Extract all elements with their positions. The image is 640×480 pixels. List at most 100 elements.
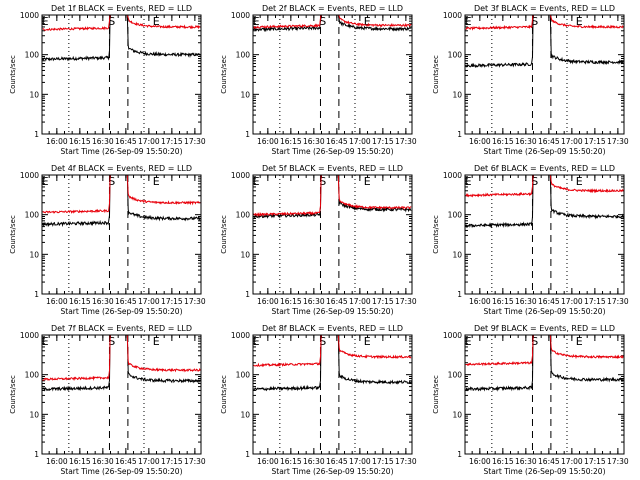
panel-title: Det 2f BLACK = Events, RED = LLD	[262, 4, 403, 13]
lld-series-line	[465, 14, 534, 31]
events-series-line	[549, 174, 624, 220]
interval-marker: E	[364, 175, 371, 188]
detector-panel: Det 1f BLACK = Events, RED = LLD Counts/s…	[9, 4, 206, 156]
y-tick-label: 10	[29, 90, 39, 99]
y-tick-label: 10	[240, 250, 250, 259]
panel-title: Det 9f BLACK = Events, RED = LLD	[474, 324, 615, 333]
detector-panel: Det 8f BLACK = Events, RED = LLD Counts/s…	[220, 324, 417, 476]
lld-series-line	[42, 14, 111, 32]
x-tick-label: 16:15	[280, 457, 302, 466]
plot-frame	[464, 174, 625, 295]
y-tick-label: 100	[236, 51, 251, 60]
y-tick-label: 1	[245, 130, 250, 139]
interval-marker: S	[319, 15, 326, 28]
events-series-line	[337, 14, 412, 32]
x-tick-label: 17:15	[161, 137, 183, 146]
x-tick-label: 16:45	[326, 297, 348, 306]
x-tick-label: 17:15	[161, 297, 183, 306]
y-tick-label: 10	[29, 250, 39, 259]
plot-frame	[41, 174, 202, 295]
panel-title: Det 6f BLACK = Events, RED = LLD	[474, 164, 615, 173]
y-tick-label: 100	[236, 211, 251, 220]
events-series-line	[549, 334, 624, 383]
lld-series-line	[549, 334, 624, 360]
x-tick-label: 17:00	[138, 297, 160, 306]
panel-title: Det 4f BLACK = Events, RED = LLD	[51, 164, 192, 173]
events-series-line	[465, 334, 534, 392]
y-tick-label: 1	[457, 450, 462, 459]
x-axis-label: Start Time (26-Sep-09 15:50:20)	[61, 307, 183, 316]
lld-series-line	[465, 174, 534, 198]
x-tick-label: 17:15	[372, 297, 394, 306]
events-series-line	[42, 174, 111, 228]
events-series-line	[337, 174, 412, 213]
plot-frame	[252, 334, 413, 455]
interval-marker: E	[465, 175, 472, 188]
x-axis-label: Start Time (26-Sep-09 15:50:20)	[484, 467, 606, 476]
events-series-line	[549, 14, 624, 66]
interval-marker: E	[576, 15, 583, 28]
x-tick-label: 16:45	[538, 457, 560, 466]
events-series-line	[126, 174, 201, 222]
lld-series-line	[465, 334, 534, 367]
x-tick-label: 16:00	[257, 297, 279, 306]
x-tick-label: 16:30	[515, 457, 537, 466]
panel-title: Det 3f BLACK = Events, RED = LLD	[474, 4, 615, 13]
detector-panel: Det 9f BLACK = Events, RED = LLD Counts/s…	[432, 324, 629, 476]
lld-series-line	[337, 174, 412, 211]
y-tick-label: 1000	[231, 331, 250, 340]
y-tick-label: 1000	[443, 331, 462, 340]
events-series-line	[42, 14, 111, 62]
y-tick-label: 1000	[443, 171, 462, 180]
plot-frame	[41, 334, 202, 455]
detector-panel: Det 6f BLACK = Events, RED = LLD Counts/s…	[432, 164, 629, 316]
y-axis-label: Counts/sec	[9, 55, 17, 94]
y-tick-label: 100	[236, 371, 251, 380]
x-tick-label: 16:45	[326, 457, 348, 466]
x-tick-label: 16:45	[115, 457, 137, 466]
y-axis-label: Counts/sec	[9, 375, 17, 414]
y-tick-label: 1	[34, 290, 39, 299]
interval-marker: E	[364, 15, 371, 28]
y-tick-label: 10	[240, 90, 250, 99]
x-tick-label: 16:30	[92, 457, 114, 466]
x-tick-label: 17:00	[349, 457, 371, 466]
interval-marker: S	[319, 335, 326, 348]
x-tick-label: 17:00	[349, 137, 371, 146]
plot-frame	[41, 14, 202, 135]
interval-marker: E	[42, 335, 49, 348]
lld-series-line	[549, 14, 624, 30]
x-tick-label: 16:30	[515, 297, 537, 306]
y-axis-label: Counts/sec	[220, 55, 228, 94]
x-tick-label: 16:15	[280, 137, 302, 146]
lld-series-line	[549, 174, 624, 194]
y-tick-label: 1000	[20, 171, 39, 180]
y-axis-label: Counts/sec	[432, 375, 440, 414]
x-tick-label: 16:30	[303, 457, 325, 466]
lld-series-line	[253, 14, 322, 30]
y-tick-label: 100	[25, 211, 40, 220]
x-tick-label: 16:30	[303, 137, 325, 146]
y-tick-label: 1	[34, 450, 39, 459]
x-axis-label: Start Time (26-Sep-09 15:50:20)	[61, 467, 183, 476]
x-tick-label: 16:15	[492, 457, 514, 466]
y-tick-label: 1000	[20, 11, 39, 20]
lld-series-line	[126, 174, 201, 206]
x-tick-label: 17:00	[138, 457, 160, 466]
x-tick-label: 17:00	[561, 137, 583, 146]
x-tick-label: 16:00	[257, 457, 279, 466]
x-tick-label: 16:00	[469, 457, 491, 466]
y-axis-label: Counts/sec	[220, 215, 228, 254]
y-tick-label: 100	[25, 51, 40, 60]
interval-marker: S	[531, 175, 538, 188]
x-tick-label: 16:15	[69, 297, 91, 306]
x-tick-label: 16:15	[492, 137, 514, 146]
x-tick-label: 16:45	[115, 137, 137, 146]
y-tick-label: 1	[245, 450, 250, 459]
x-tick-label: 16:45	[538, 297, 560, 306]
plot-frame	[464, 14, 625, 135]
interval-marker: S	[108, 335, 115, 348]
panel-title: Det 8f BLACK = Events, RED = LLD	[262, 324, 403, 333]
y-tick-label: 10	[452, 90, 462, 99]
